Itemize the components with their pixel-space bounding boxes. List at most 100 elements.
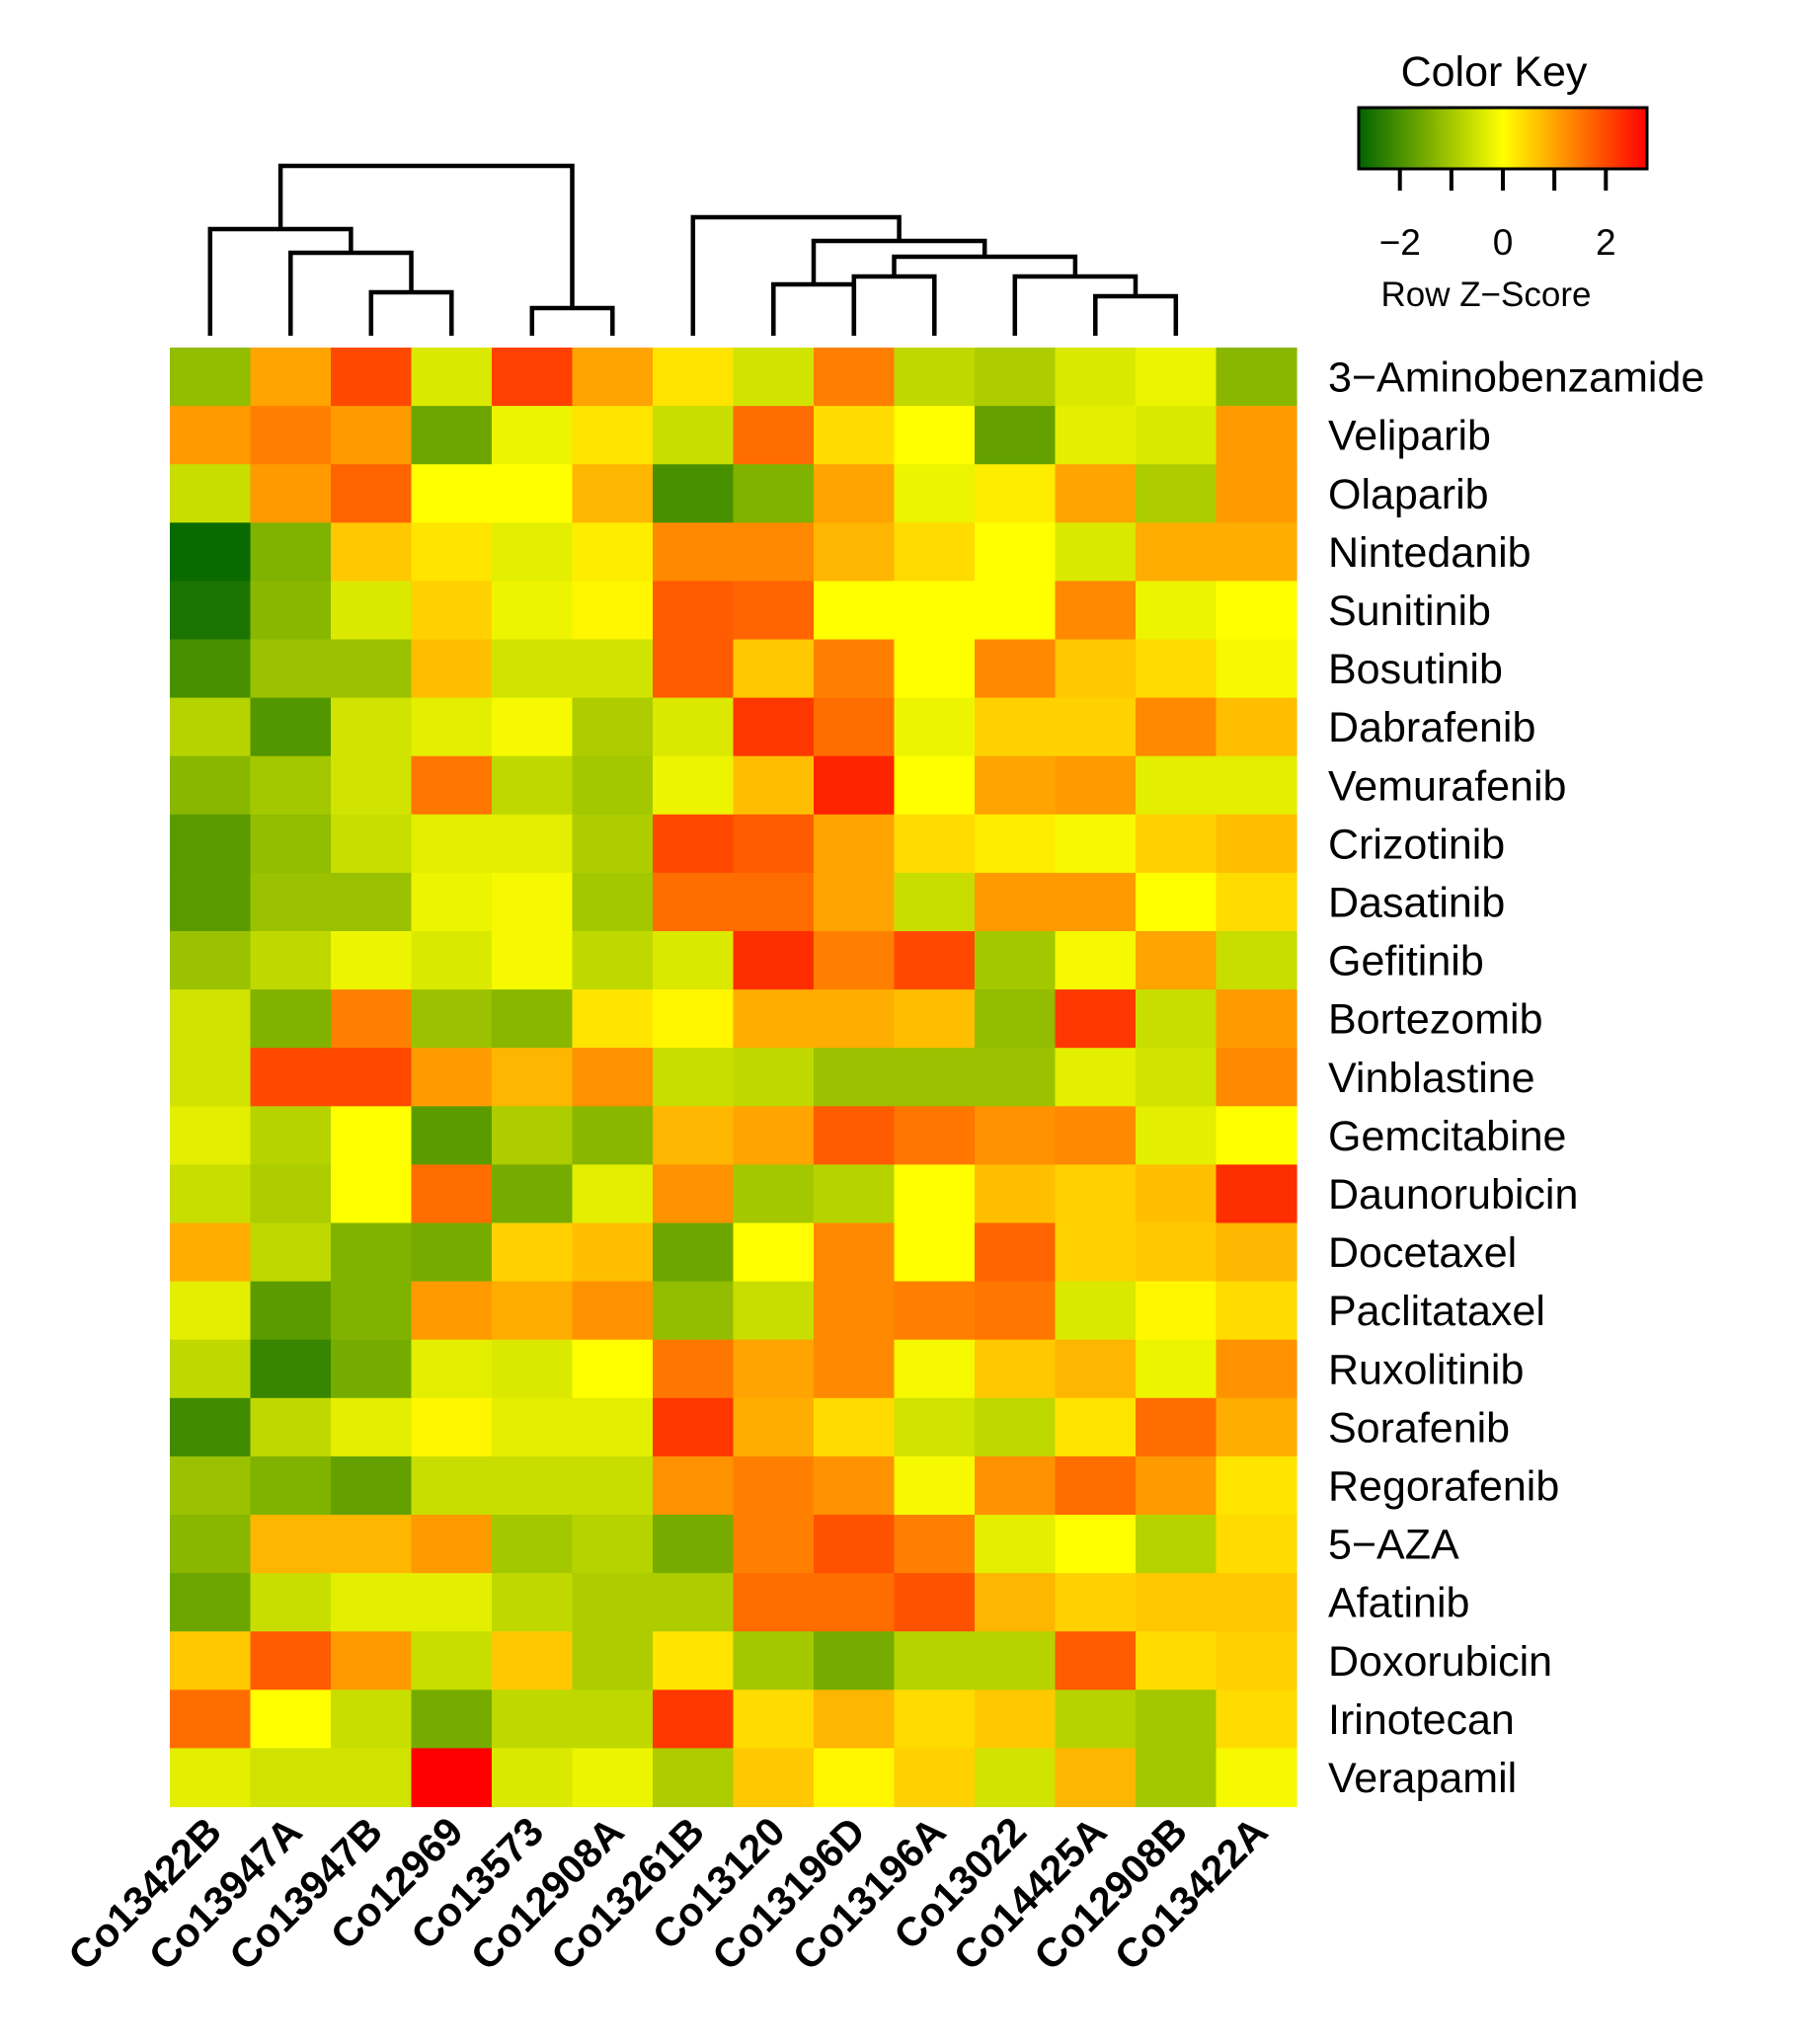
heatmap-cell [170,522,252,582]
heatmap-cell [1055,989,1137,1049]
heatmap-cell [814,814,896,874]
heatmap-cell [1055,1748,1137,1808]
heatmap-cell [894,989,976,1049]
heatmap-cell [1055,1106,1137,1165]
heatmap-cell [1136,697,1218,757]
heatmap-cell [894,1281,976,1341]
heatmap-cell [1216,1397,1297,1457]
heatmap-cell [250,1281,332,1341]
heatmap-cell [1136,1631,1218,1690]
heatmap-cell [250,464,332,523]
heatmap-cell [250,755,332,816]
heatmap-cell [411,1339,493,1399]
row-label: Doxorubicin [1328,1638,1552,1686]
heatmap-cell [1055,1631,1137,1690]
heatmap-cell [492,581,574,641]
heatmap-cell [733,1106,815,1165]
heatmap-cell [653,872,735,932]
heatmap-cell [170,1573,252,1632]
heatmap-cell [653,755,735,816]
heatmap-cell [170,1048,252,1107]
color-key-title: Color Key [1401,48,1588,96]
heatmap-cell [572,1048,654,1107]
heatmap-cell [894,931,976,990]
heatmap-cell [250,814,332,874]
heatmap-cell [975,931,1057,990]
heatmap-cell [572,522,654,582]
heatmap-cell [814,989,896,1049]
heatmap-cell [331,1339,413,1399]
heatmap-cell [1136,989,1218,1049]
row-label: Paclitataxel [1328,1288,1545,1335]
heatmap-cell [814,931,896,990]
heatmap-cell [250,1397,332,1457]
heatmap-cell [975,1164,1057,1224]
heatmap-cell [975,464,1057,523]
heatmap-cell [894,1515,976,1574]
heatmap-cell [1055,755,1137,816]
heatmap-cell [572,872,654,932]
heatmap-cell [1136,581,1218,641]
heatmap-cell [653,814,735,874]
color-key-axis-label: Row Z−Score [1381,275,1592,314]
row-label: Vemurafenib [1328,762,1566,810]
heatmap-cell [894,1164,976,1224]
row-label: Daunorubicin [1328,1171,1578,1219]
heatmap-cell [331,522,413,582]
heatmap-cell [894,1631,976,1690]
heatmap-cell [975,639,1057,699]
heatmap-cell [492,1106,574,1165]
heatmap-cell [250,1690,332,1749]
heatmap-cell [411,989,493,1049]
heatmap-cell [331,1455,413,1516]
heatmap-cell [411,464,493,523]
heatmap-cell [1136,1515,1218,1574]
heatmap-cell [814,755,896,816]
heatmap-cell [492,1164,574,1224]
heatmap-cell [975,814,1057,874]
heatmap-cell [170,639,252,699]
heatmap-cell [1055,1515,1137,1574]
heatmap-cell [894,581,976,641]
dendrogram-branch [207,226,354,336]
heatmap-cell [1216,1515,1297,1574]
heatmap-cell [1136,1397,1218,1457]
heatmap-cell [814,1690,896,1749]
heatmap-cell [733,348,815,407]
heatmap-cell [492,1515,574,1574]
heatmap-cell [1216,1690,1297,1749]
heatmap-cell [653,697,735,757]
heatmap-cell [572,697,654,757]
heatmap-cell [1216,989,1297,1049]
heatmap-cell [653,1631,735,1690]
heatmap-cell [653,931,735,990]
heatmap-cell [1055,348,1137,407]
column-labels: Co13422BCo13947ACo13947BCo12969Co13573Co… [59,1808,1276,1979]
heatmap-cell [975,1455,1057,1516]
heatmap-cell [1055,1455,1137,1516]
heatmap-cell [572,1397,654,1457]
heatmap-cell [814,522,896,582]
heatmap-cell [1136,406,1218,465]
heatmap-cell [814,1748,896,1808]
heatmap-cell [411,1048,493,1107]
heatmap-cell [411,697,493,757]
heatmap-cell [170,755,252,816]
heatmap-cell [1216,1281,1297,1341]
heatmap-cell [1216,1748,1297,1808]
heatmap-cell [250,1515,332,1574]
heatmap-cell [653,1339,735,1399]
heatmap-cell [170,989,252,1049]
heatmap-cell [1055,406,1137,465]
heatmap-cell [1055,697,1137,757]
heatmap-cell [331,1573,413,1632]
heatmap-cell [894,1455,976,1516]
heatmap-cell [331,697,413,757]
dendrogram-branch [529,305,615,336]
heatmap-cell [733,1222,815,1283]
row-label: Ruxolitinib [1328,1346,1524,1393]
heatmap-cell [1055,1048,1137,1107]
heatmap-cell [170,581,252,641]
heatmap-cell [492,1397,574,1457]
